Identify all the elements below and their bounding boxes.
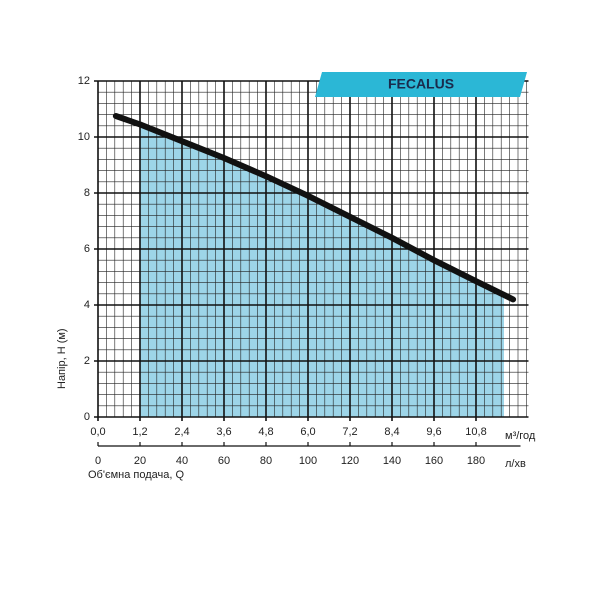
y-tick-label: 6 [84,243,90,255]
grid [94,80,529,421]
x-tick-label: 4,8 [258,426,273,438]
x-tick-label: 1,2 [132,426,147,438]
x-tick-label: 9,6 [426,426,441,438]
x-tick-label: 0,0 [90,426,105,438]
badge-shape [315,72,527,97]
x2-tick-label: 160 [425,455,443,467]
x-tick-label: 2,4 [174,426,189,438]
x-tick-label: 6,0 [300,426,315,438]
x2-tick-label: 20 [134,455,146,467]
x2-tick-label: 60 [218,455,230,467]
y-axis-label: Напір, H (м) [56,328,68,389]
x-tick-label: 3,6 [216,426,231,438]
y-tick-label: 10 [78,131,90,143]
x-tick-label: 10,8 [465,426,486,438]
x2-tick-label: 100 [299,455,317,467]
badge: FECALUS [388,76,454,92]
x-tick-label: 8,4 [384,426,399,438]
y-tick-label: 0 [84,411,90,423]
x2-tick-label: 120 [341,455,359,467]
x2-tick-label: 180 [467,455,485,467]
x-axis-unit: м³/год [505,430,536,442]
x-tick-label: 7,2 [342,426,357,438]
x2-tick-label: 140 [383,455,401,467]
y-tick-label: 8 [84,187,90,199]
shaded-area [140,124,504,417]
y-tick-label: 12 [78,75,90,87]
y-tick-label: 4 [84,299,90,311]
curve [112,113,517,303]
x2-axis-unit: л/хв [505,458,526,470]
x2-axis-label: Об'ємна подача, Q [88,469,184,481]
y-tick-label: 2 [84,355,90,367]
x2-tick-label: 0 [95,455,101,467]
x2-tick-label: 80 [260,455,272,467]
x2-tick-label: 40 [176,455,188,467]
